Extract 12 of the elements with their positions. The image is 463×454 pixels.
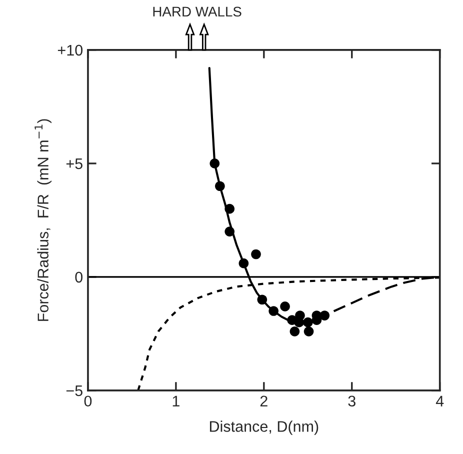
x-tick-label: 0 — [84, 396, 92, 407]
y-tick-label: 0 — [75, 272, 83, 283]
x-tick-label: 2 — [260, 396, 268, 406]
y-tick-label: −5 — [66, 385, 82, 396]
y-tick-label: +10 — [58, 44, 83, 56]
x-tick-label: 1 — [172, 396, 180, 406]
x-tick-label: 3 — [348, 396, 356, 407]
x-tick-label: 4 — [436, 396, 444, 406]
y-axis-title: Force/Radius, F/R (mN m$^{−1}$) — [34, 119, 52, 321]
y-tick-label: +5 — [66, 158, 82, 170]
text: HARD WALLS — [153, 6, 242, 17]
x-axis-title: Distance, D(nm) — [210, 420, 318, 435]
